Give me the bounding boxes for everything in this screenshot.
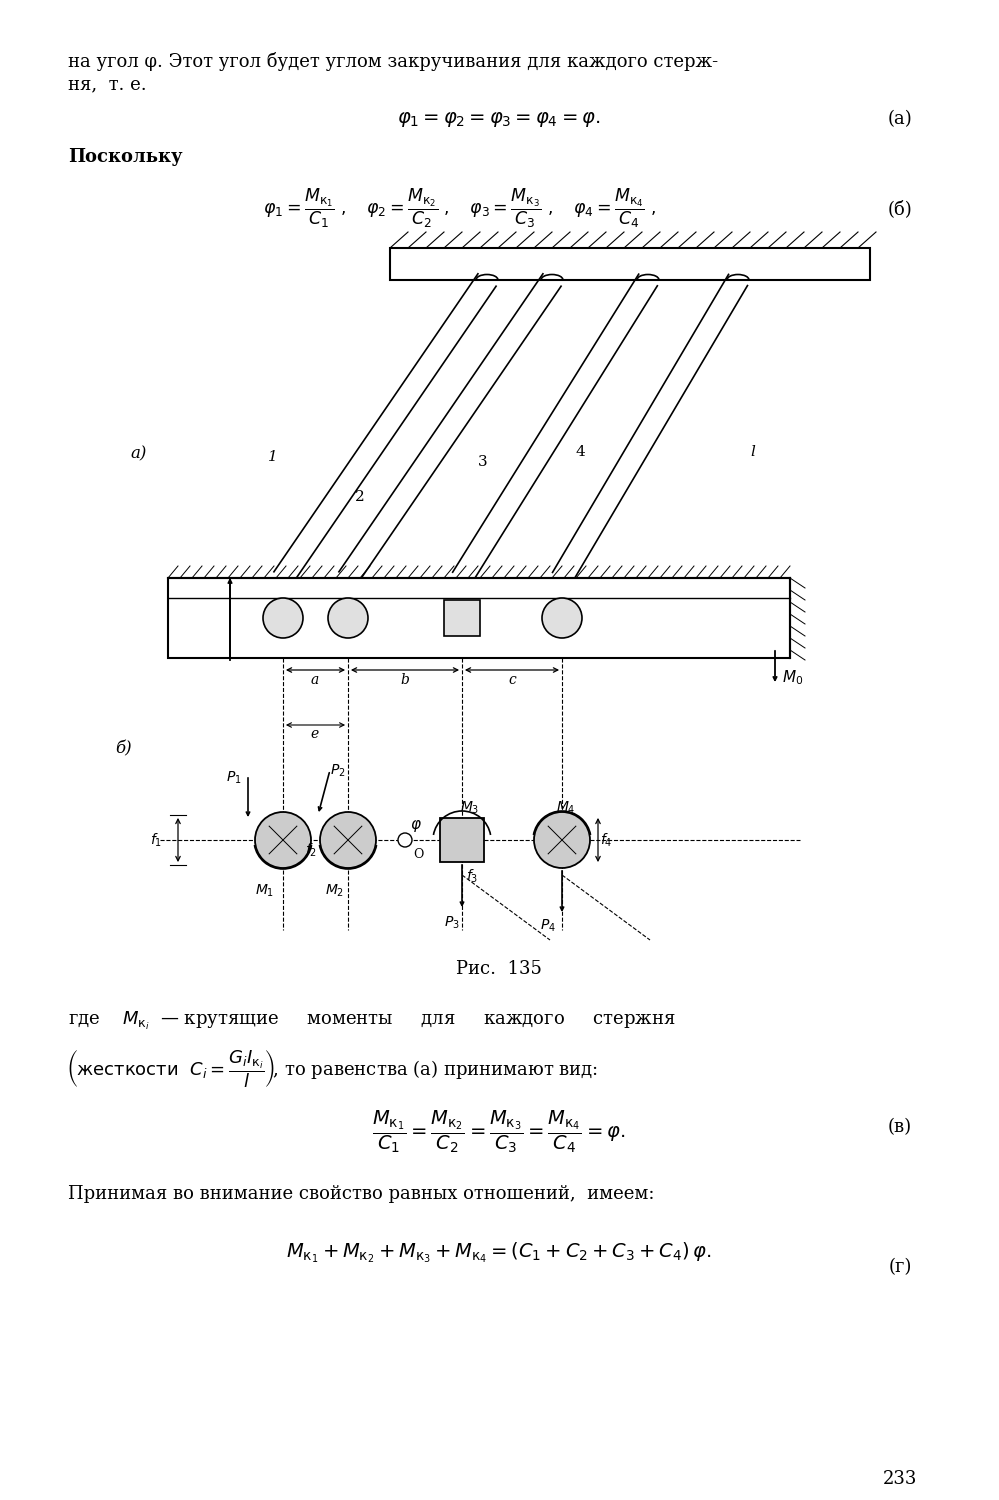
Circle shape [398,833,412,848]
Text: c: c [508,674,515,687]
Text: Принимая во внимание свойство равных отношений,  имеем:: Принимая во внимание свойство равных отн… [68,1185,654,1203]
Text: 1: 1 [268,450,278,464]
Text: $M_1$: $M_1$ [255,884,274,900]
Text: $f_4$: $f_4$ [600,831,612,849]
Text: (б): (б) [888,200,912,217]
Text: $P_1$: $P_1$ [226,770,242,786]
Polygon shape [440,818,484,862]
Text: $M_2$: $M_2$ [325,884,345,900]
Circle shape [263,598,303,638]
Text: $\dfrac{M_{\mathrm{к}_1}}{C_1} = \dfrac{M_{\mathrm{к}_2}}{C_2} = \dfrac{M_{\math: $\dfrac{M_{\mathrm{к}_1}}{C_1} = \dfrac{… [373,1108,625,1155]
Text: а): а) [130,446,147,462]
Text: $M_4$: $M_4$ [556,800,575,816]
Text: $M_3$: $M_3$ [460,800,480,816]
Text: $f_1$: $f_1$ [150,831,162,849]
Text: Рис.  135: Рис. 135 [457,960,541,978]
Text: $M_0$: $M_0$ [782,668,803,687]
Circle shape [255,812,311,868]
Polygon shape [444,600,480,636]
Text: $\varphi_1 = \dfrac{M_{\text{к}_1}}{C_1}\ ,\quad\varphi_2 = \dfrac{M_{\text{к}_2: $\varphi_1 = \dfrac{M_{\text{к}_1}}{C_1}… [264,186,656,230]
Text: где    $M_{\mathrm{к}_i}$  — крутящие     моменты     для     каждого     стержн: где $M_{\mathrm{к}_i}$ — крутящие момент… [68,1010,676,1032]
Text: $\varphi_1 = \varphi_2 = \varphi_3 = \varphi_4 = \varphi.$: $\varphi_1 = \varphi_2 = \varphi_3 = \va… [398,110,600,129]
Polygon shape [390,248,870,280]
Text: $\!\left(\text{жесткости }\ C_i = \dfrac{G_i I_{\mathrm{к}_i}}{l}\right)\!$, то : $\!\left(\text{жесткости }\ C_i = \dfrac… [68,1048,598,1089]
Text: 3: 3 [478,454,488,470]
Text: $\varphi$: $\varphi$ [410,818,422,834]
Text: 2: 2 [355,490,365,504]
Text: (г): (г) [888,1258,912,1276]
Text: $P_4$: $P_4$ [540,918,556,934]
Text: (в): (в) [888,1118,912,1136]
Text: на угол φ. Этот угол будет углом закручивания для каждого стерж-: на угол φ. Этот угол будет углом закручи… [68,53,718,70]
Text: $f_2$: $f_2$ [305,842,317,860]
Text: e: e [311,728,319,741]
Text: O: O [413,847,424,861]
Text: a: a [311,674,319,687]
Text: $P_2$: $P_2$ [330,764,346,780]
Text: (a): (a) [888,110,912,128]
Text: ня,  т. е.: ня, т. е. [68,75,147,93]
Circle shape [320,812,376,868]
Text: $f_3$: $f_3$ [466,868,479,885]
Text: l: l [750,446,755,459]
Circle shape [542,598,582,638]
Text: $M_{\mathrm{к}_1} + M_{\mathrm{к}_2} + M_{\mathrm{к}_3} + M_{\mathrm{к}_4} = (C_: $M_{\mathrm{к}_1} + M_{\mathrm{к}_2} + M… [287,1240,711,1264]
Text: б): б) [115,740,132,758]
Circle shape [328,598,368,638]
Text: $P_3$: $P_3$ [445,915,460,932]
Text: 4: 4 [576,446,585,459]
Circle shape [534,812,590,868]
Polygon shape [168,578,790,658]
Text: 233: 233 [883,1470,917,1488]
Text: b: b [401,674,410,687]
Text: Поскольку: Поскольку [68,148,183,166]
